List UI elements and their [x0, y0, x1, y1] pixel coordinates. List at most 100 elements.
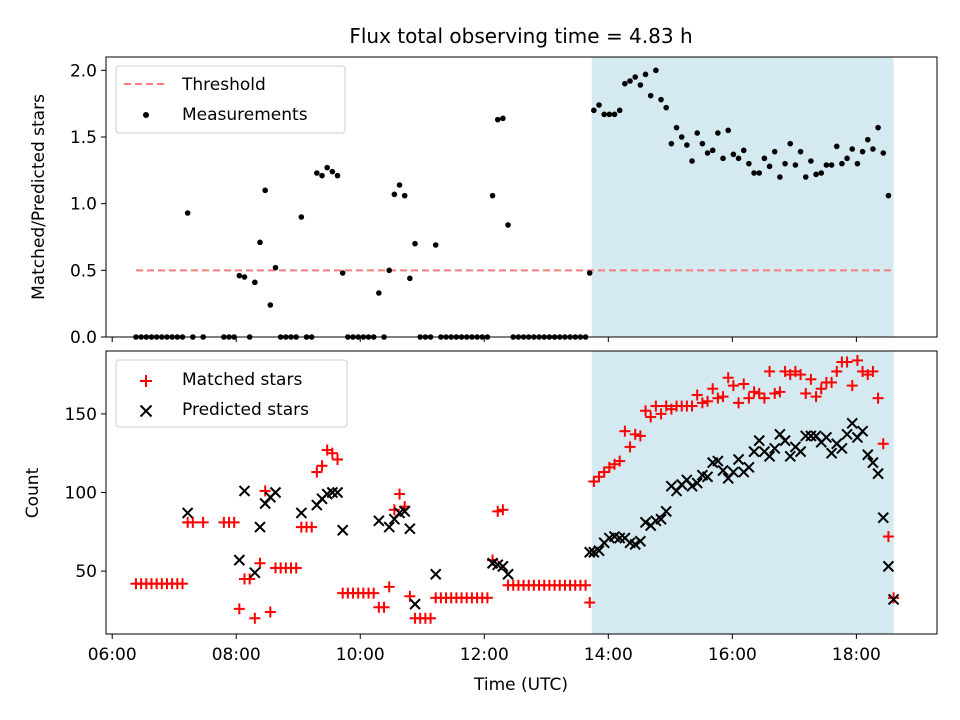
measurement-point [606, 111, 613, 118]
measurement-point [777, 174, 783, 180]
measurement-point [870, 146, 876, 152]
matched-star-point [254, 557, 266, 569]
matched-star-point [264, 606, 276, 618]
matched-star-point [233, 603, 245, 615]
top-x-axis-ticks [111, 337, 857, 342]
measurement-point [658, 96, 664, 103]
top-y-axis-label: Matched/Predicted stars [29, 94, 49, 300]
x-tick-label: 16:00 [708, 645, 757, 665]
predicted-star-point [836, 442, 848, 455]
predicted-star-point [779, 434, 791, 447]
measurement-point [689, 158, 695, 164]
observing-window-span [591, 57, 894, 337]
matched-star-point [650, 400, 662, 412]
measurement-point [720, 155, 726, 162]
top-y-tick-label: 0.5 [70, 261, 97, 281]
predicted-star-point [233, 554, 246, 566]
measurement-point [808, 158, 814, 164]
predicted-star-point [502, 568, 514, 580]
matched-star-point [841, 356, 853, 368]
matched-star-point [614, 455, 626, 467]
predicted-star-point [712, 455, 724, 467]
measurement-point [746, 160, 752, 167]
predicted-star-point [805, 430, 817, 442]
measurement-point [596, 102, 602, 108]
predicted-star-point [686, 480, 698, 492]
measurement-point [854, 160, 861, 167]
measurement-point [792, 162, 799, 168]
predicted-star-point [660, 505, 672, 518]
measurement-point [751, 170, 757, 176]
measurement-point [761, 155, 768, 162]
matched-star-point [425, 612, 437, 624]
measurement-point [262, 187, 268, 194]
measurement-point [864, 136, 871, 143]
matched-star-point [712, 392, 724, 404]
predicted-star-point [872, 467, 884, 480]
bottom-y-tick-label: 150 [65, 405, 97, 425]
chart-title: Flux total observing time = 4.83 h [349, 24, 692, 48]
observing-window-span-bottom [591, 351, 894, 634]
predicted-star-point [430, 568, 442, 580]
matched-star-point [722, 372, 734, 384]
predicted-star-point [841, 428, 853, 441]
measurement-point [787, 140, 794, 147]
measurement-point [885, 192, 892, 199]
matched-star-point [733, 397, 745, 409]
measurement-point [314, 170, 320, 176]
matched-star-point [332, 453, 344, 465]
measurement-point [391, 191, 398, 198]
top-y-tick-label: 2.0 [70, 61, 97, 81]
matched-star-point [383, 581, 395, 593]
matched-star-point [584, 597, 596, 609]
matched-legend-swatch [140, 375, 152, 387]
predicted-star-point [794, 445, 807, 458]
matched-star-point [176, 578, 188, 590]
matched-star-point [394, 488, 406, 500]
predicted-star-point [639, 516, 652, 529]
measurement-point [334, 172, 341, 179]
measurement-point [844, 155, 850, 162]
measurement-point [236, 272, 243, 279]
measurement-point [591, 107, 597, 114]
measurement-point [880, 150, 887, 156]
predicted-star-point [753, 434, 765, 447]
matched-star-point [187, 516, 199, 528]
measurement-point [859, 148, 866, 155]
matched-star-point [702, 395, 714, 407]
measurements-legend-swatch [143, 112, 149, 118]
x-tick-label: 08:00 [212, 645, 261, 665]
measurement-point [376, 290, 382, 296]
matched-star-point [691, 389, 703, 401]
predicted-star-point [373, 515, 385, 527]
matched-star-point [634, 430, 646, 442]
matched-star-point [707, 383, 719, 395]
matched-star-point [872, 392, 884, 404]
measurement-point [500, 115, 506, 122]
measurement-point [756, 170, 763, 176]
matched-star-point [588, 475, 600, 487]
bottom-y-tick-label: 50 [75, 562, 97, 582]
measurement-point [632, 74, 638, 80]
matched-star-point [593, 471, 605, 483]
predicted-star-point [743, 461, 755, 474]
matched-star-point [696, 397, 708, 409]
top-panel: 0.00.51.01.52.0 Matched/Predicted stars … [29, 56, 938, 348]
matched-star-point [686, 400, 698, 412]
matched-star-point [774, 386, 786, 398]
measurement-point [489, 192, 496, 199]
measurement-point [319, 172, 325, 179]
matched-star-point [619, 425, 631, 437]
predicted-star-point [613, 532, 626, 544]
measurement-point [653, 67, 659, 74]
matched-star-point [882, 531, 894, 543]
measurement-point [241, 274, 248, 280]
measurement-point [797, 148, 804, 155]
predicted-star-point [846, 417, 858, 430]
predicted-star-point [336, 524, 349, 536]
matched-star-point [717, 391, 729, 403]
matched-star-point [598, 466, 610, 478]
predicted-star-point [701, 471, 714, 483]
measurement-point [678, 134, 685, 140]
predicted-star-point [383, 521, 395, 533]
